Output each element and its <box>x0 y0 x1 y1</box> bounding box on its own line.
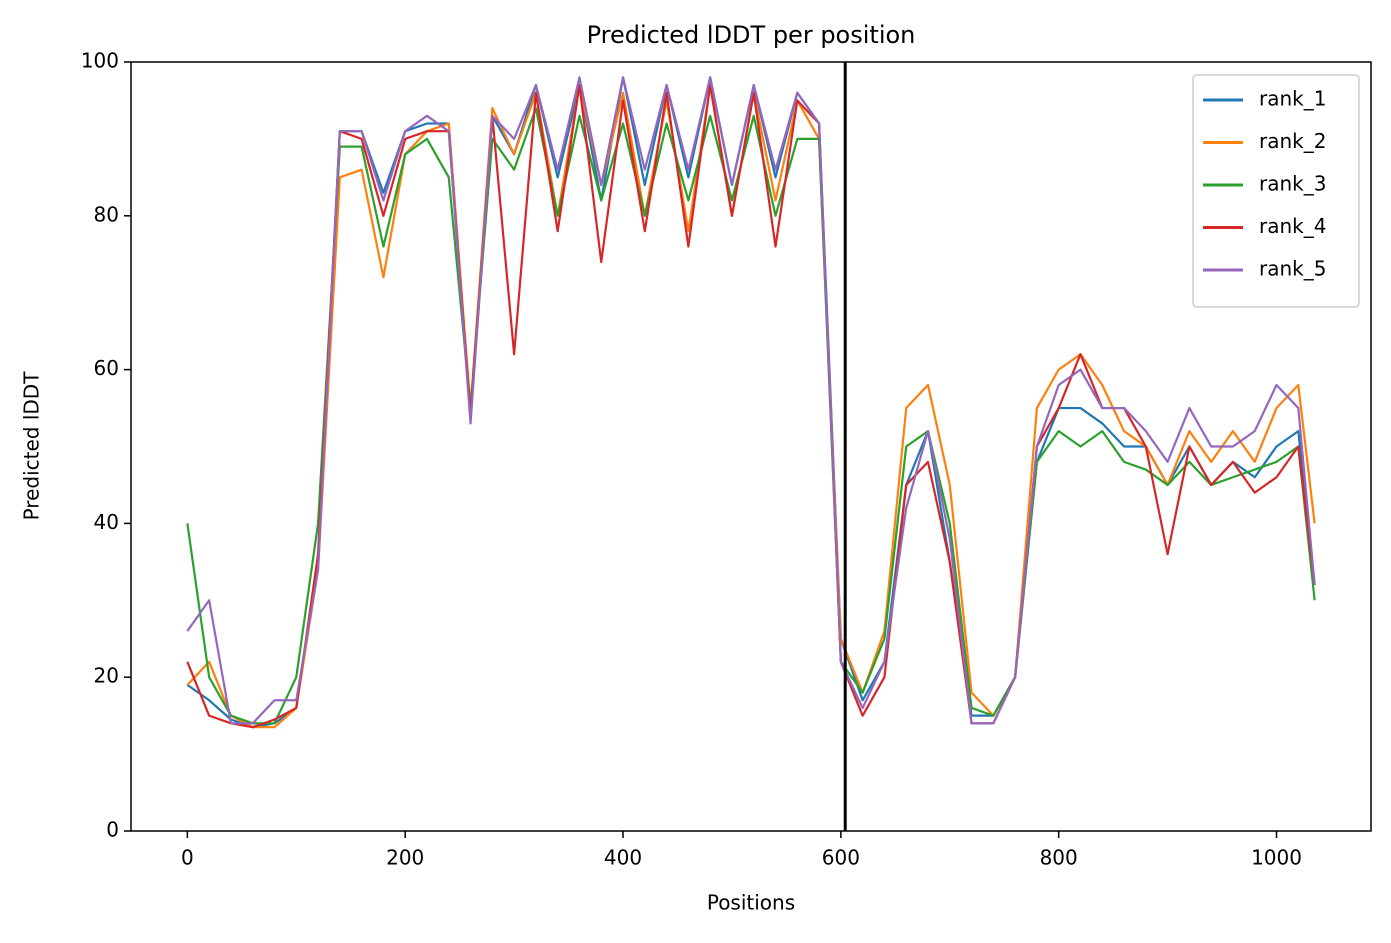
chart-title: Predicted lDDT per position <box>587 21 916 49</box>
legend-label: rank_3 <box>1259 172 1326 196</box>
y-tick-label: 0 <box>106 818 119 842</box>
series-line <box>186 76 1316 729</box>
series-line <box>186 76 1316 725</box>
x-tick-label: 200 <box>386 846 424 870</box>
legend-label: rank_4 <box>1259 214 1326 238</box>
x-tick-label: 400 <box>604 846 642 870</box>
x-tick-label: 0 <box>181 846 194 870</box>
plot-frame <box>130 61 1372 832</box>
x-tick-label: 1000 <box>1251 846 1302 870</box>
series-line <box>186 83 1316 729</box>
legend-label: rank_5 <box>1259 257 1326 281</box>
series-line <box>186 83 1316 729</box>
x-tick-label: 800 <box>1040 846 1078 870</box>
series-line <box>186 107 1316 725</box>
legend-box <box>1192 74 1360 308</box>
legend-label: rank_1 <box>1259 87 1326 111</box>
y-axis-label: Predicted lDDT <box>20 371 44 521</box>
x-tick-label: 600 <box>822 846 860 870</box>
y-tick-label: 80 <box>94 202 119 226</box>
y-tick-label: 60 <box>94 356 119 380</box>
legend: rank_1 rank_2 rank_3 rank_4 rank_5 <box>1192 74 1360 308</box>
y-tick-label: 40 <box>94 510 119 534</box>
y-tick-label: 100 <box>81 49 119 73</box>
x-axis-label: Positions <box>707 891 795 915</box>
legend-label: rank_2 <box>1259 129 1326 153</box>
y-tick-label: 20 <box>94 664 119 688</box>
